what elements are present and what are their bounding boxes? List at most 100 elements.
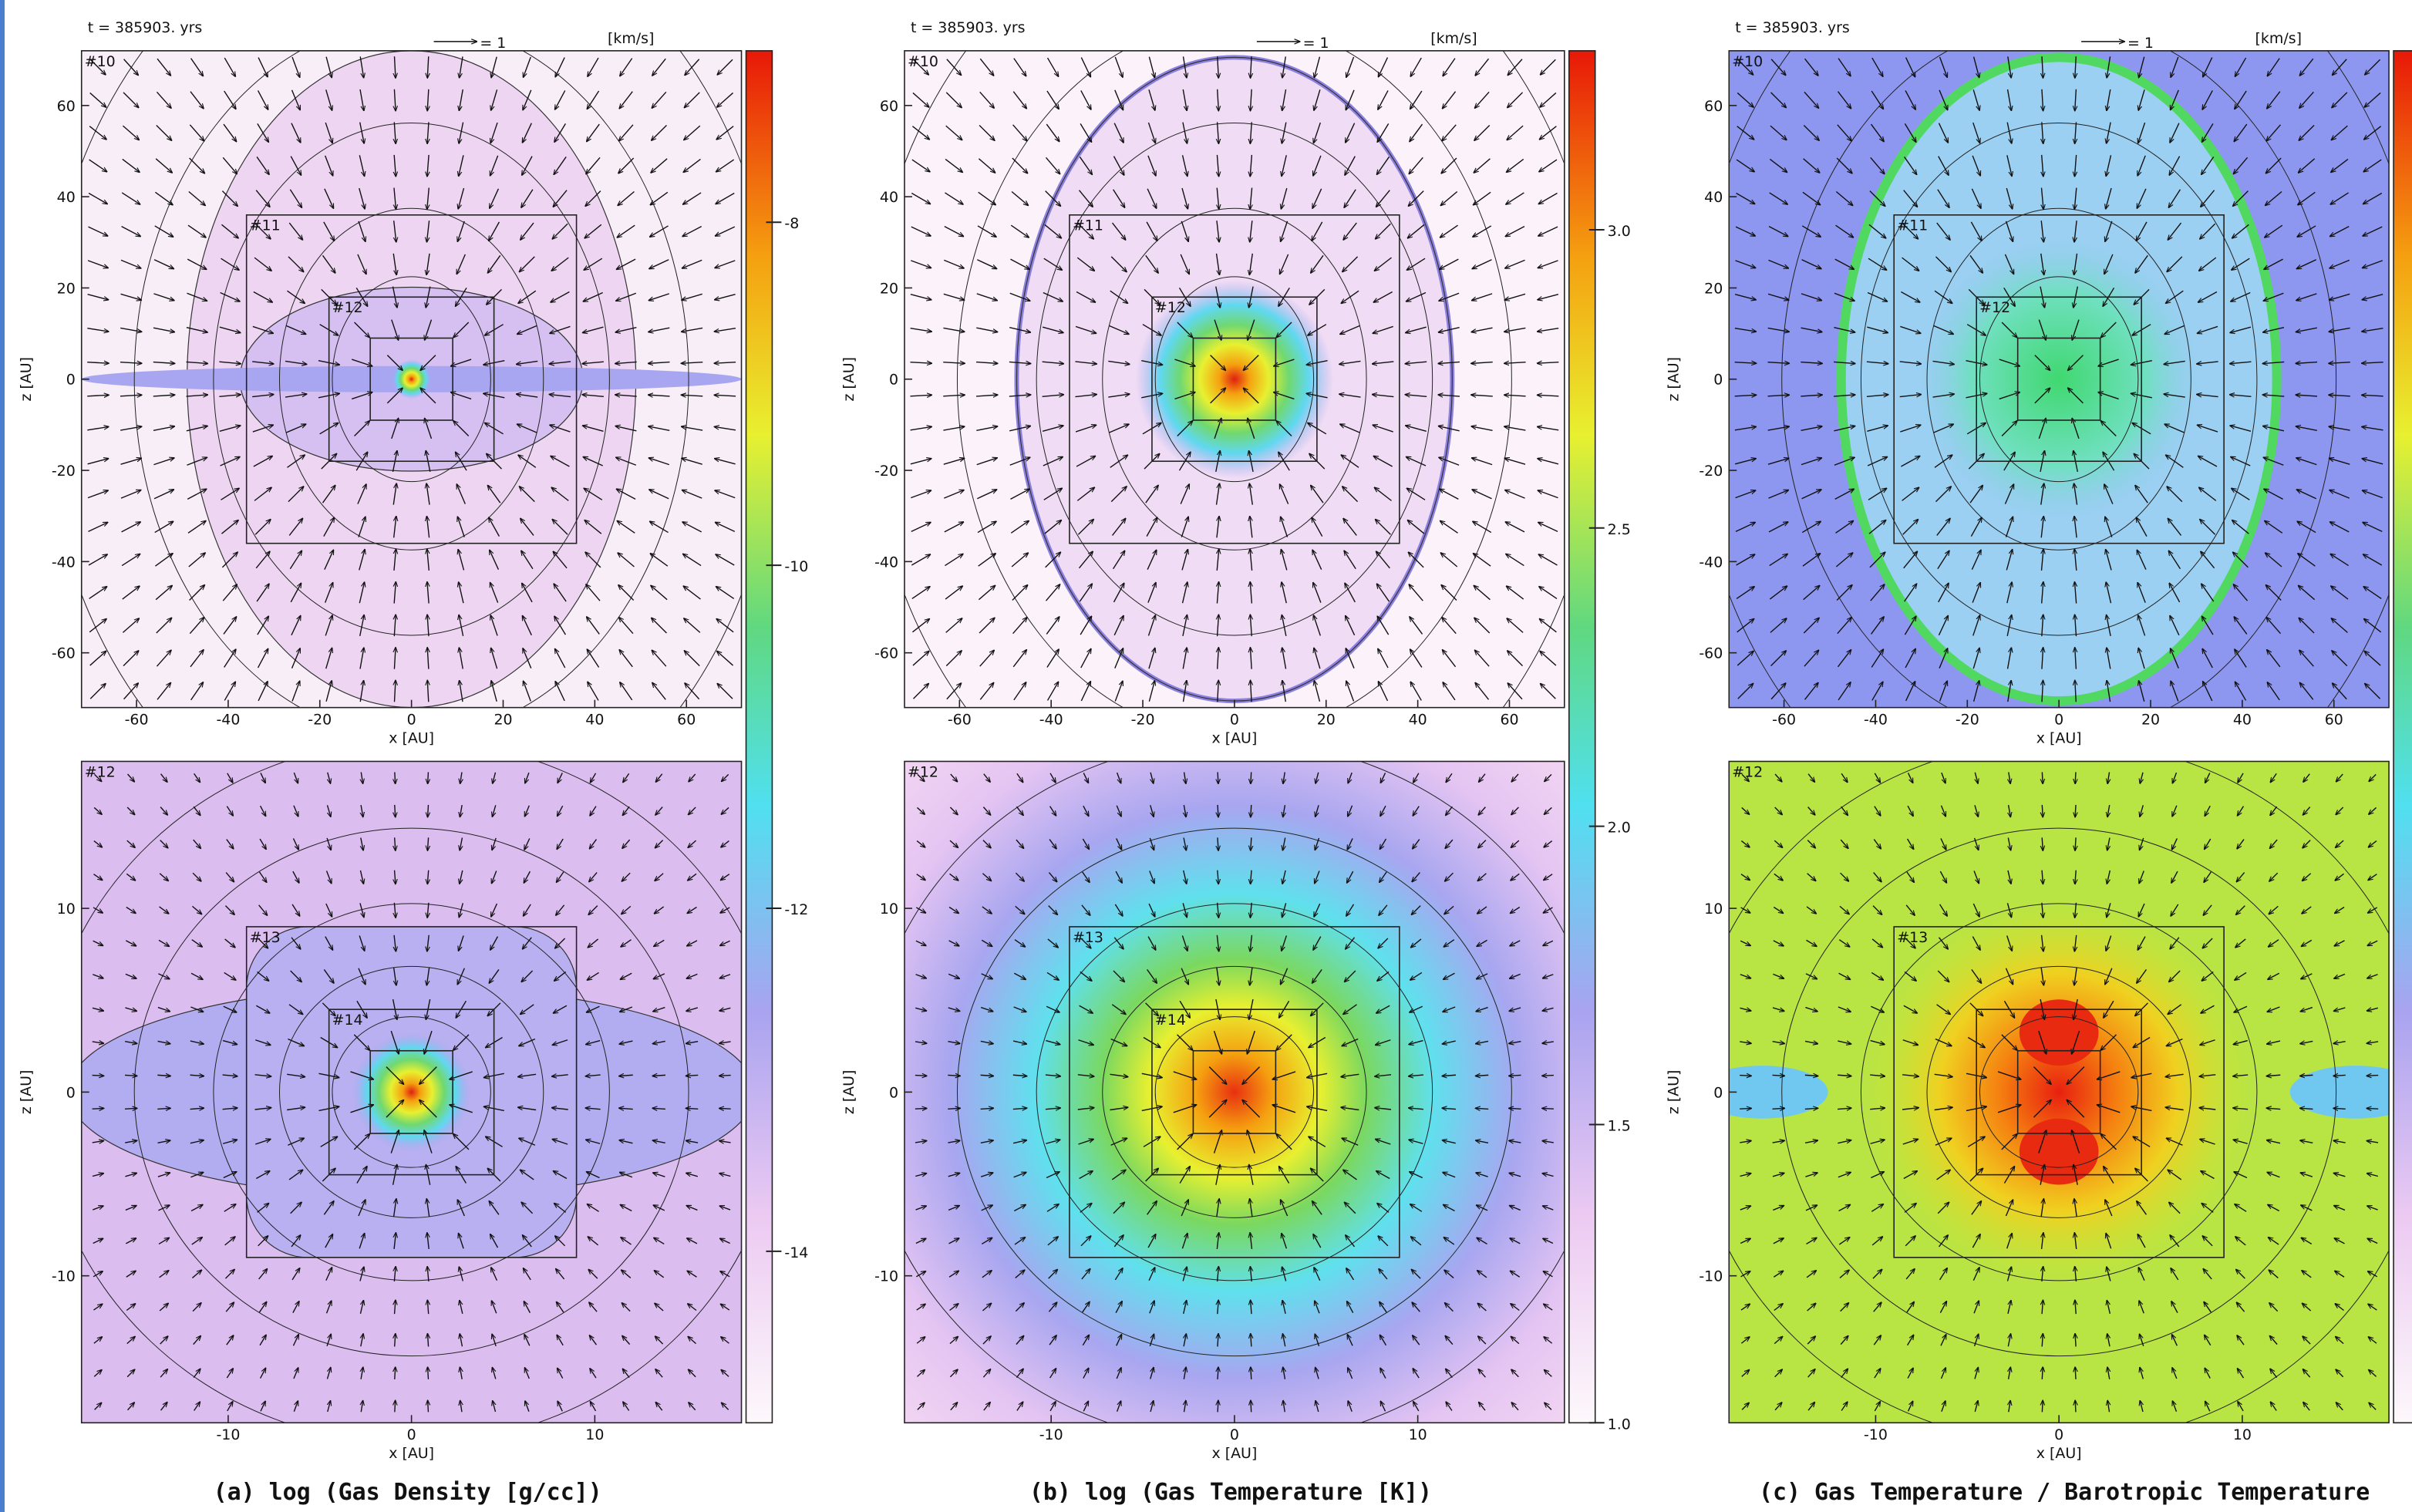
velocity-arrow xyxy=(258,938,268,948)
velocity-arrow xyxy=(354,322,370,338)
velocity-arrow xyxy=(518,290,537,303)
velocity-arrow xyxy=(551,257,569,271)
velocity-arrow xyxy=(357,484,366,504)
velocity-arrow xyxy=(290,156,301,176)
velocity-arrow xyxy=(325,681,332,702)
velocity-arrow xyxy=(426,483,430,505)
velocity-arrow xyxy=(648,293,670,301)
velocity-arrow xyxy=(288,1138,304,1146)
velocity-arrow xyxy=(190,682,204,701)
velocity-arrow xyxy=(259,1368,266,1379)
velocity-arrow xyxy=(222,1039,237,1045)
velocity-arrow xyxy=(159,906,169,914)
velocity-arrow xyxy=(190,58,204,76)
velocity-arrow xyxy=(255,1171,269,1180)
velocity-arrow xyxy=(227,1402,233,1412)
y-axis-label: z [AU] xyxy=(1665,1070,1682,1115)
velocity-arrow xyxy=(125,1007,136,1011)
contour xyxy=(278,965,544,1218)
velocity-arrow xyxy=(156,650,171,667)
velocity-arrow xyxy=(93,974,103,978)
velocity-arrow xyxy=(221,520,238,534)
x-tick-label: -20 xyxy=(308,712,332,729)
velocity-arrow xyxy=(682,225,702,237)
velocity-arrow xyxy=(652,91,667,108)
velocity-arrow xyxy=(258,1236,268,1247)
y-tick-label: 0 xyxy=(66,1084,76,1101)
velocity-arrow xyxy=(89,619,106,633)
velocity-arrow xyxy=(192,1270,201,1278)
velocity-arrow xyxy=(620,682,633,701)
velocity-arrow xyxy=(259,1335,266,1346)
velocity-arrow xyxy=(222,1140,237,1144)
velocity-arrow xyxy=(453,322,470,338)
x-tick-label: 0 xyxy=(407,712,416,729)
velocity-arrow xyxy=(686,1108,699,1109)
velocity-arrow xyxy=(456,254,466,274)
velocity-arrow xyxy=(93,1271,103,1278)
plot: #12 #13 #14 xyxy=(81,761,742,1423)
velocity-arrow xyxy=(682,293,702,300)
velocity-arrow xyxy=(714,362,736,363)
velocity-arrow xyxy=(93,940,103,945)
velocity-arrow xyxy=(224,682,235,701)
grid-level-label: #14 xyxy=(332,1012,363,1029)
velocity-arrow xyxy=(618,553,635,567)
velocity-arrow xyxy=(154,521,173,534)
x-tick-label: -40 xyxy=(1864,712,1888,729)
velocity-arrow xyxy=(288,256,304,272)
x-tick-label: 20 xyxy=(2141,712,2160,729)
velocity-arrow xyxy=(155,585,172,601)
velocity-arrow xyxy=(554,123,566,142)
x-tick-label: 60 xyxy=(677,712,696,729)
velocity-arrow xyxy=(224,90,236,109)
velocity-arrow xyxy=(126,1369,135,1378)
velocity-arrow xyxy=(520,487,535,503)
velocity-arrow xyxy=(684,125,701,140)
velocity-arrow xyxy=(158,939,169,946)
velocity-arrow xyxy=(125,973,136,978)
velocity-arrow xyxy=(490,615,498,636)
x-tick-label: 40 xyxy=(2233,712,2252,729)
x-tick-label: -40 xyxy=(216,712,240,729)
velocity-arrow xyxy=(619,618,634,635)
velocity-arrow xyxy=(358,221,366,241)
velocity-arrow xyxy=(426,221,429,242)
velocity-arrow xyxy=(221,488,239,500)
velocity-arrow xyxy=(93,874,102,881)
velocity-arrow xyxy=(222,157,237,173)
velocity-arrow xyxy=(394,615,396,637)
plot: #10 #11 #12 xyxy=(904,50,1565,708)
velocity-arrow xyxy=(459,122,464,143)
velocity-arrow xyxy=(2333,1108,2346,1109)
velocity-arrow xyxy=(225,1302,234,1312)
velocity-arrow xyxy=(291,56,300,77)
velocity-arrow xyxy=(253,456,272,467)
velocity-arrow xyxy=(93,1206,103,1211)
velocity-arrow xyxy=(555,57,565,77)
velocity-arrow xyxy=(187,489,207,500)
velocity-arrow xyxy=(324,155,333,176)
velocity-arrow xyxy=(552,520,568,535)
velocity-arrow xyxy=(520,256,535,272)
velocity-arrow xyxy=(394,89,396,111)
velocity-arrow xyxy=(153,490,173,500)
y-tick-label: 0 xyxy=(889,372,898,389)
velocity-arrow xyxy=(287,1074,305,1076)
velocity-arrow xyxy=(716,159,735,172)
velocity-arrow xyxy=(293,805,298,817)
velocity-arrow xyxy=(89,587,107,600)
velocity-arrow xyxy=(325,615,332,636)
velocity-arrow xyxy=(159,1271,169,1278)
velocity-arrow xyxy=(2075,772,2076,783)
velocity-arrow xyxy=(359,681,363,702)
velocity-arrow xyxy=(948,1108,960,1109)
velocity-arrow xyxy=(258,57,268,77)
velocity-arrow xyxy=(1542,1108,1554,1109)
velocity-arrow xyxy=(153,362,175,364)
velocity-arrow xyxy=(684,618,701,633)
velocity-arrow xyxy=(252,325,274,333)
velocity-arrow xyxy=(89,126,106,140)
velocity-arrow xyxy=(127,773,135,782)
velocity-arrow xyxy=(257,90,268,109)
